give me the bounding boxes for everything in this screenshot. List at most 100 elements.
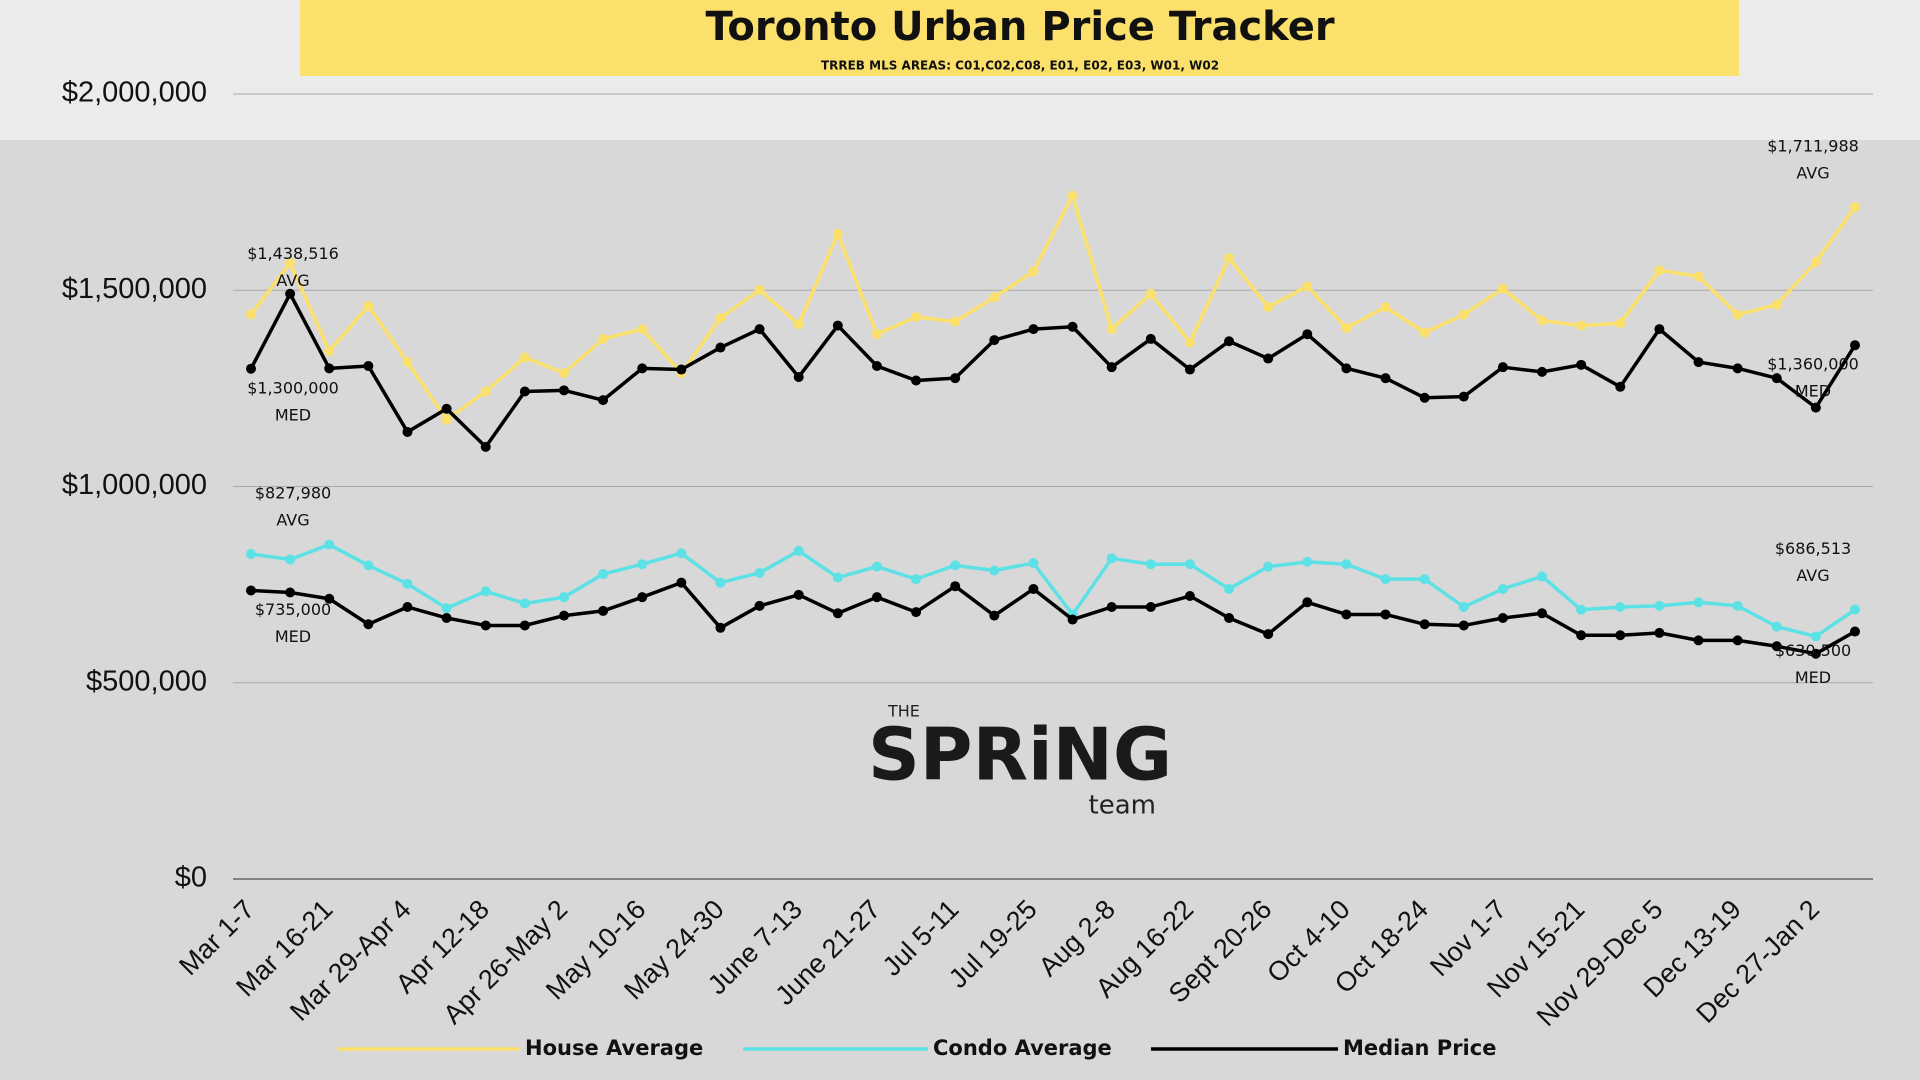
data-point: [246, 309, 256, 320]
data-point: [950, 560, 961, 571]
value-label: $1,711,988: [1767, 137, 1859, 156]
data-point: [911, 607, 922, 618]
data-point: [519, 352, 530, 363]
data-point: [1850, 626, 1860, 637]
data-point: [285, 554, 296, 565]
data-point: [1615, 601, 1626, 612]
series-line: [250, 542, 1856, 639]
data-point: [1693, 271, 1704, 282]
data-point: [1184, 559, 1195, 570]
data-point: [402, 601, 413, 612]
data-point: [950, 316, 961, 327]
data-point: [324, 363, 335, 374]
data-point: [1537, 608, 1548, 619]
data-point: [1184, 364, 1195, 375]
value-tag: AVG: [276, 511, 309, 530]
data-point: [1106, 553, 1117, 564]
chart-title: Toronto Urban Price Tracker: [705, 4, 1334, 50]
data-point: [1654, 265, 1665, 276]
data-point: [1732, 600, 1743, 611]
data-point: [441, 403, 452, 414]
data-point: [832, 608, 843, 619]
value-tag: AVG: [276, 271, 309, 290]
data-point: [1106, 362, 1117, 373]
data-point: [598, 333, 609, 344]
data-point: [1419, 619, 1430, 630]
data-point: [1458, 620, 1469, 631]
value-label: $1,360,000: [1767, 355, 1859, 374]
data-point: [1458, 391, 1469, 402]
data-point: [1184, 337, 1195, 348]
data-point: [1263, 302, 1274, 313]
data-point: [1145, 601, 1156, 612]
data-point: [441, 603, 452, 614]
data-point: [754, 284, 765, 295]
data-point: [871, 361, 882, 372]
data-point: [1615, 630, 1626, 641]
series-line: [250, 580, 1856, 656]
data-point: [324, 539, 335, 550]
data-point: [793, 589, 804, 600]
data-point: [676, 364, 687, 375]
data-point: [1497, 283, 1508, 294]
data-point: [793, 371, 804, 382]
data-point: [1302, 556, 1313, 567]
data-point: [989, 565, 1000, 576]
data-point: [1576, 359, 1587, 370]
data-point: [676, 577, 687, 588]
y-tick-label: $2,000,000: [62, 77, 207, 109]
data-point: [1654, 324, 1665, 335]
value-label: $686,513: [1775, 539, 1851, 558]
y-tick-label: $1,000,000: [62, 469, 207, 501]
data-point: [1224, 253, 1235, 264]
data-point: [1028, 266, 1039, 277]
data-point: [1497, 362, 1508, 373]
data-point: [1615, 318, 1626, 329]
data-point: [1302, 597, 1313, 608]
data-point: [1067, 190, 1078, 201]
data-point: [1028, 324, 1039, 335]
data-point: [637, 559, 648, 570]
data-point: [1380, 302, 1391, 313]
data-point: [1067, 321, 1078, 332]
data-point: [558, 592, 569, 603]
data-point: [441, 414, 452, 425]
data-point: [989, 610, 1000, 621]
data-point: [715, 342, 726, 353]
data-point: [363, 619, 374, 630]
data-point: [1458, 309, 1469, 320]
data-point: [911, 574, 922, 585]
data-point: [832, 228, 843, 239]
data-point: [1380, 574, 1391, 585]
data-point: [1810, 256, 1821, 267]
data-point: [1732, 363, 1743, 374]
data-point: [989, 335, 1000, 346]
data-point: [1771, 373, 1782, 384]
data-point: [1732, 309, 1743, 320]
data-point: [637, 592, 648, 603]
data-point: [793, 545, 804, 556]
data-point: [441, 612, 452, 623]
data-point: [1850, 604, 1860, 615]
data-point: [363, 361, 374, 372]
data-point: [1497, 583, 1508, 594]
value-tag: MED: [275, 405, 311, 424]
plot: $1,438,516 AVG $1,711,988 AVG $827,980 AVG $68…: [246, 137, 1860, 687]
data-point: [637, 363, 648, 374]
data-point: [285, 288, 296, 299]
data-point: [598, 605, 609, 616]
value-label: $630,500: [1775, 641, 1851, 660]
data-point: [1810, 648, 1821, 659]
data-point: [324, 593, 335, 604]
data-point: [1615, 381, 1626, 392]
data-point: [1693, 597, 1704, 608]
value-tag: MED: [1795, 382, 1831, 401]
data-point: [558, 385, 569, 396]
data-point: [1537, 366, 1548, 377]
data-point: [1341, 559, 1352, 570]
data-point: [1341, 363, 1352, 374]
data-point: [754, 567, 765, 578]
data-point: [1145, 333, 1156, 344]
